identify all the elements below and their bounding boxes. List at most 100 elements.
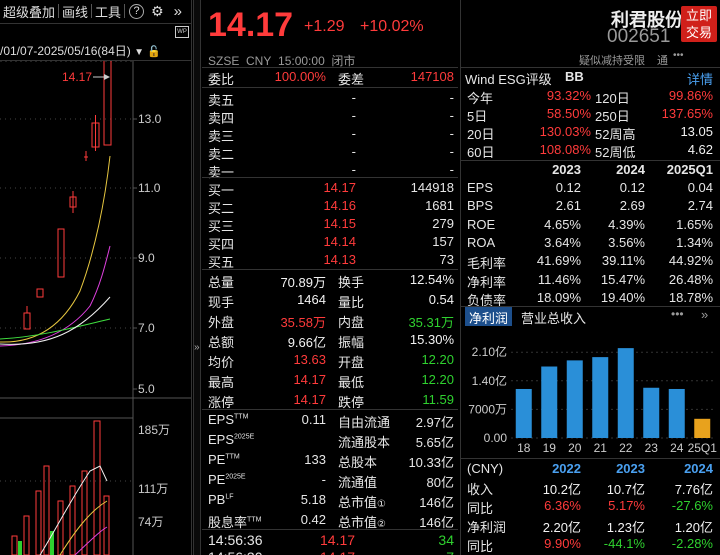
restriction-note[interactable]: 疑似减持受限 xyxy=(579,55,645,67)
high-marker-label: 14.17 xyxy=(62,70,93,84)
bar-y-tick: 1.40亿 xyxy=(472,373,507,388)
market-status: 闭市 xyxy=(331,54,356,68)
bar-y-tick: 0.00 xyxy=(484,431,508,445)
price-change-pct: +10.02% xyxy=(360,18,424,35)
bar-x-tick: 18 xyxy=(517,441,531,455)
dropdown-icon[interactable]: ▼ xyxy=(134,47,145,58)
bar xyxy=(694,418,711,438)
period-row: 今年 93.32% 120日 99.86% xyxy=(467,88,713,106)
fin-row: 负债率 18.09% 19.40% 18.78% xyxy=(467,289,713,308)
bar xyxy=(668,388,685,438)
toolbar-divider xyxy=(58,4,60,18)
expand-icon[interactable]: » xyxy=(173,2,182,20)
date-range[interactable]: /01/07-2025/05/16(84日) ▼ 🔓 xyxy=(0,44,162,58)
divider xyxy=(461,160,720,161)
fundamental-row: EPS2025E 流通股本 5.65亿 xyxy=(208,432,454,450)
divider xyxy=(461,458,720,459)
fin-row: EPS 0.12 0.12 0.04 xyxy=(467,180,713,195)
price-change: +1.29 xyxy=(304,18,345,35)
lock-icon[interactable]: 🔓 xyxy=(147,46,162,58)
divider xyxy=(202,87,458,88)
divider xyxy=(202,409,458,410)
stock-code: 002651 xyxy=(607,26,671,47)
ask-level: 卖四 - - xyxy=(208,108,454,126)
last-price: 14.17 xyxy=(208,6,294,44)
toolbar-line xyxy=(0,23,191,24)
fin-row: ROA 3.64% 3.56% 1.34% xyxy=(467,234,713,250)
divider xyxy=(202,67,458,68)
more-dots-icon[interactable]: ••• xyxy=(671,307,684,321)
stock-name: 利君股份 xyxy=(611,10,683,30)
growth-row: 同比 9.90% -44.1% -2.28% xyxy=(467,536,713,554)
toolbar-divider xyxy=(124,4,126,18)
exchange-label: SZSE xyxy=(208,54,240,68)
fundamental-row: 股息率TTM 0.42 总市值② 146亿 xyxy=(208,512,454,530)
bar-x-tick: 23 xyxy=(645,441,659,455)
gear-icon[interactable]: ⚙ xyxy=(151,2,164,19)
profit-bar-chart: 2.10亿 1.40亿 7000万 0.00 18 19 20 21 22 23 24 25Q1 xyxy=(468,344,718,455)
growth-row: 同比 6.36% 5.17% -27.6% xyxy=(467,498,713,516)
tab-net-profit[interactable]: 净利润 xyxy=(465,307,513,326)
fin-row: ROE 4.65% 4.39% 1.65% xyxy=(467,216,713,232)
panel-splitter[interactable]: » xyxy=(193,0,201,555)
quote-meta: SZSE CNY 15:00:00 闭市 xyxy=(208,52,355,69)
divider xyxy=(202,269,458,270)
currency-label: CNY xyxy=(246,54,272,68)
bid-level: 买三 14.15 279 xyxy=(208,216,454,234)
price-tick: 11.0 xyxy=(138,181,161,195)
high-marker-arrow xyxy=(104,74,110,80)
bar xyxy=(617,348,634,438)
help-icon[interactable]: ? xyxy=(129,3,145,19)
volume-tick: 185万 xyxy=(138,423,171,437)
ask-level: 卖五 - - xyxy=(208,90,454,108)
dots-icon[interactable]: ••• xyxy=(673,50,684,61)
wp-icon[interactable]: WP xyxy=(175,26,189,38)
trade-button[interactable]: 立即 交易 xyxy=(681,6,717,42)
stat-row: 最高 14.17 最低 12.20 xyxy=(208,372,454,390)
tab-revenue[interactable]: 营业总收入 xyxy=(521,311,587,326)
bar-x-tick: 25Q1 xyxy=(688,441,718,455)
restriction-tag[interactable]: 通 xyxy=(657,55,668,67)
growth-row: 收入 10.2亿 10.7亿 7.76亿 xyxy=(467,482,713,497)
esg-detail-link[interactable]: 详情 xyxy=(686,72,713,87)
vol-ma-line xyxy=(39,465,108,555)
bar-x-tick: 19 xyxy=(543,441,557,455)
bar-x-tick: 24 xyxy=(670,441,684,455)
divider xyxy=(461,306,720,307)
stat-row: 现手 1464 量比 0.54 xyxy=(208,292,454,310)
divider xyxy=(202,529,458,530)
period-row: 60日 108.08% 52周低 4.62 xyxy=(467,142,713,160)
divider xyxy=(461,67,720,68)
drawline-button[interactable]: 画线 xyxy=(62,4,89,20)
divider xyxy=(202,177,458,178)
toolbar-divider xyxy=(91,4,93,18)
bid-level: 买四 14.14 157 xyxy=(208,234,454,252)
stat-row: 总额 9.66亿 振幅 15.30% xyxy=(208,332,454,350)
fin-row: BPS 2.61 2.69 2.74 xyxy=(467,198,713,214)
expand-icon[interactable]: » xyxy=(701,307,709,322)
ma-line xyxy=(0,318,111,340)
fundamental-row: EPSTTM 0.11 自由流通 2.97亿 xyxy=(208,412,454,430)
bid-level: 买五 14.13 73 xyxy=(208,252,454,270)
bar-x-tick: 22 xyxy=(619,441,633,455)
ask-level: 卖一 - - xyxy=(208,162,454,180)
tick-row: 14:56:36 14.17 34 xyxy=(208,532,454,548)
quote-time: 15:00:00 xyxy=(278,54,325,68)
bid-level: 买二 14.16 1681 xyxy=(208,198,454,216)
fundamental-row: PETTM 133 总股本 10.33亿 xyxy=(208,452,454,470)
bar-x-tick: 21 xyxy=(594,441,608,455)
period-row: 5日 58.50% 250日 137.65% xyxy=(467,106,713,124)
collapse-arrow-icon[interactable]: » xyxy=(194,342,200,353)
overlay-button[interactable]: 超级叠加 xyxy=(3,4,56,20)
quote-panel: 14.17 +1.29 +10.02% SZSE CNY 15:00:00 闭市… xyxy=(202,0,458,555)
volume-tick: 111万 xyxy=(138,482,169,496)
fin-row: 毛利率 41.69% 39.11% 44.92% xyxy=(467,253,713,272)
price-tick: 13.0 xyxy=(138,112,162,126)
kline-panel[interactable]: 超级叠加 画线 工具 ? ⚙ » WP /01/07-2025/05/16(84… xyxy=(0,0,192,555)
candle xyxy=(103,61,112,146)
bar xyxy=(592,357,609,438)
candle xyxy=(23,312,31,330)
tools-button[interactable]: 工具 xyxy=(95,4,122,20)
stat-row: 涨停 14.17 跌停 11.59 xyxy=(208,392,454,410)
kline-svg xyxy=(0,61,191,555)
